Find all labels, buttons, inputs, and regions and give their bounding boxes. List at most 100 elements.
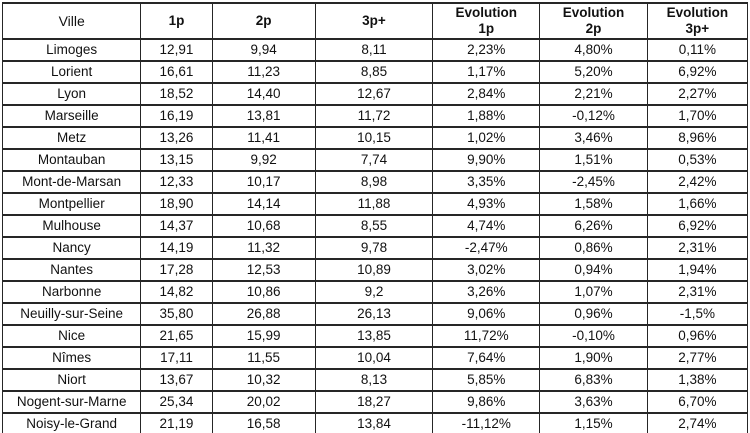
cell-ville: Neuilly-sur-Seine xyxy=(1,302,142,326)
cell-3p-plus: 8,55 xyxy=(314,214,434,238)
table-body: Limoges 12,91 9,94 8,11 2,23% 4,80% 0,11% Lorie… xyxy=(1,38,749,433)
cell-2p: 26,88 xyxy=(211,302,316,326)
cell-3p-plus: 8,11 xyxy=(314,38,434,62)
cell-2p: 11,32 xyxy=(211,236,316,260)
cell-evolution-1p: 9,86% xyxy=(432,390,541,414)
cell-evolution-3p-plus: 2,42% xyxy=(646,170,749,194)
cell-evolution-2p: 6,26% xyxy=(539,214,648,238)
cell-ville: Montpellier xyxy=(1,192,142,216)
cell-evolution-2p: 2,21% xyxy=(539,82,648,106)
cell-evolution-2p: 3,46% xyxy=(539,126,648,150)
cell-ville: Metz xyxy=(1,126,142,150)
cell-ville: Noisy-le-Grand xyxy=(1,412,142,433)
cell-evolution-1p: -11,12% xyxy=(432,412,541,433)
cell-evolution-1p: 2,84% xyxy=(432,82,541,106)
cell-1p: 25,34 xyxy=(140,390,213,414)
cell-2p: 11,23 xyxy=(211,60,316,84)
cell-1p: 21,65 xyxy=(140,324,213,348)
cell-evolution-2p: 0,96% xyxy=(539,302,648,326)
table-row: Noisy-le-Grand 21,19 16,58 13,84 -11,12% 1,15… xyxy=(1,412,749,433)
cell-2p: 10,17 xyxy=(211,170,316,194)
cell-ville: Marseille xyxy=(1,104,142,128)
cell-2p: 20,02 xyxy=(211,390,316,414)
table-row: Nice 21,65 15,99 13,85 11,72% -0,10% 0,96% xyxy=(1,324,749,348)
cell-evolution-3p-plus: 1,70% xyxy=(646,104,749,128)
cell-1p: 13,26 xyxy=(140,126,213,150)
cell-evolution-2p: 3,63% xyxy=(539,390,648,414)
table-row: Nogent-sur-Marne 25,34 20,02 18,27 9,86% 3,63… xyxy=(1,390,749,414)
cell-ville: Nîmes xyxy=(1,346,142,370)
cell-evolution-3p-plus: 1,66% xyxy=(646,192,749,216)
cell-evolution-1p: 9,90% xyxy=(432,148,541,172)
cell-evolution-1p: 3,26% xyxy=(432,280,541,304)
cell-evolution-1p: 11,72% xyxy=(432,324,541,348)
cell-evolution-3p-plus: 2,77% xyxy=(646,346,749,370)
cell-2p: 9,94 xyxy=(211,38,316,62)
table-row: Narbonne 14,82 10,86 9,2 3,26% 1,07% 2,31% xyxy=(1,280,749,304)
table-row: Lorient 16,61 11,23 8,85 1,17% 5,20% 6,92% xyxy=(1,60,749,84)
cell-1p: 21,19 xyxy=(140,412,213,433)
cell-ville: Nancy xyxy=(1,236,142,260)
cell-evolution-2p: 1,15% xyxy=(539,412,648,433)
cell-evolution-2p: -0,10% xyxy=(539,324,648,348)
cell-1p: 12,91 xyxy=(140,38,213,62)
cell-evolution-1p: 1,02% xyxy=(432,126,541,150)
cell-evolution-3p-plus: 0,53% xyxy=(646,148,749,172)
cell-3p-plus: 10,15 xyxy=(314,126,434,150)
cell-2p: 13,81 xyxy=(211,104,316,128)
table-row: Nancy 14,19 11,32 9,78 -2,47% 0,86% 2,31% xyxy=(1,236,749,260)
cell-ville: Lyon xyxy=(1,82,142,106)
cell-ville: Montauban xyxy=(1,148,142,172)
cell-1p: 16,19 xyxy=(140,104,213,128)
cell-ville: Lorient xyxy=(1,60,142,84)
cell-1p: 17,11 xyxy=(140,346,213,370)
cell-evolution-1p: 7,64% xyxy=(432,346,541,370)
cell-3p-plus: 7,74 xyxy=(314,148,434,172)
cell-ville: Mulhouse xyxy=(1,214,142,238)
table-row: Montpellier 18,90 14,14 11,88 4,93% 1,58% 1,66… xyxy=(1,192,749,216)
cell-evolution-1p: 4,93% xyxy=(432,192,541,216)
cell-evolution-3p-plus: 6,92% xyxy=(646,60,749,84)
cell-3p-plus: 11,88 xyxy=(314,192,434,216)
cell-evolution-1p: 3,02% xyxy=(432,258,541,282)
cell-evolution-1p: 3,35% xyxy=(432,170,541,194)
cell-evolution-3p-plus: 2,31% xyxy=(646,280,749,304)
column-header-ville: Ville xyxy=(1,2,142,40)
table-row: Limoges 12,91 9,94 8,11 2,23% 4,80% 0,11% xyxy=(1,38,749,62)
cell-2p: 14,14 xyxy=(211,192,316,216)
cell-3p-plus: 10,04 xyxy=(314,346,434,370)
cell-2p: 10,68 xyxy=(211,214,316,238)
cell-evolution-3p-plus: 6,70% xyxy=(646,390,749,414)
cell-evolution-1p: 4,74% xyxy=(432,214,541,238)
table-row: Mont-de-Marsan 12,33 10,17 8,98 3,35% -2,45% 2… xyxy=(1,170,749,194)
cell-2p: 11,55 xyxy=(211,346,316,370)
cell-2p: 10,32 xyxy=(211,368,316,392)
cell-3p-plus: 13,85 xyxy=(314,324,434,348)
column-header-3p-plus: 3p+ xyxy=(314,2,434,40)
cell-2p: 12,53 xyxy=(211,258,316,282)
cell-evolution-3p-plus: -1,5% xyxy=(646,302,749,326)
cell-1p: 16,61 xyxy=(140,60,213,84)
cell-evolution-2p: -2,45% xyxy=(539,170,648,194)
cell-evolution-3p-plus: 2,31% xyxy=(646,236,749,260)
table-header: Ville 1p 2p 3p+ Evolution 1p Evolution 2… xyxy=(1,2,749,40)
cell-1p: 13,67 xyxy=(140,368,213,392)
cell-1p: 14,37 xyxy=(140,214,213,238)
cell-evolution-1p: -2,47% xyxy=(432,236,541,260)
table-row: Metz 13,26 11,41 10,15 1,02% 3,46% 8,96% xyxy=(1,126,749,150)
cell-evolution-2p: -0,12% xyxy=(539,104,648,128)
table-row: Mulhouse 14,37 10,68 8,55 4,74% 6,26% 6,92% xyxy=(1,214,749,238)
cell-3p-plus: 9,2 xyxy=(314,280,434,304)
table-row: Montauban 13,15 9,92 7,74 9,90% 1,51% 0,53% xyxy=(1,148,749,172)
cell-3p-plus: 8,13 xyxy=(314,368,434,392)
cell-3p-plus: 12,67 xyxy=(314,82,434,106)
cell-evolution-3p-plus: 6,92% xyxy=(646,214,749,238)
cell-2p: 9,92 xyxy=(211,148,316,172)
column-header-1p: 1p xyxy=(140,2,213,40)
cell-ville: Limoges xyxy=(1,38,142,62)
cell-2p: 16,58 xyxy=(211,412,316,433)
cell-1p: 18,90 xyxy=(140,192,213,216)
cell-3p-plus: 18,27 xyxy=(314,390,434,414)
cell-evolution-2p: 6,83% xyxy=(539,368,648,392)
